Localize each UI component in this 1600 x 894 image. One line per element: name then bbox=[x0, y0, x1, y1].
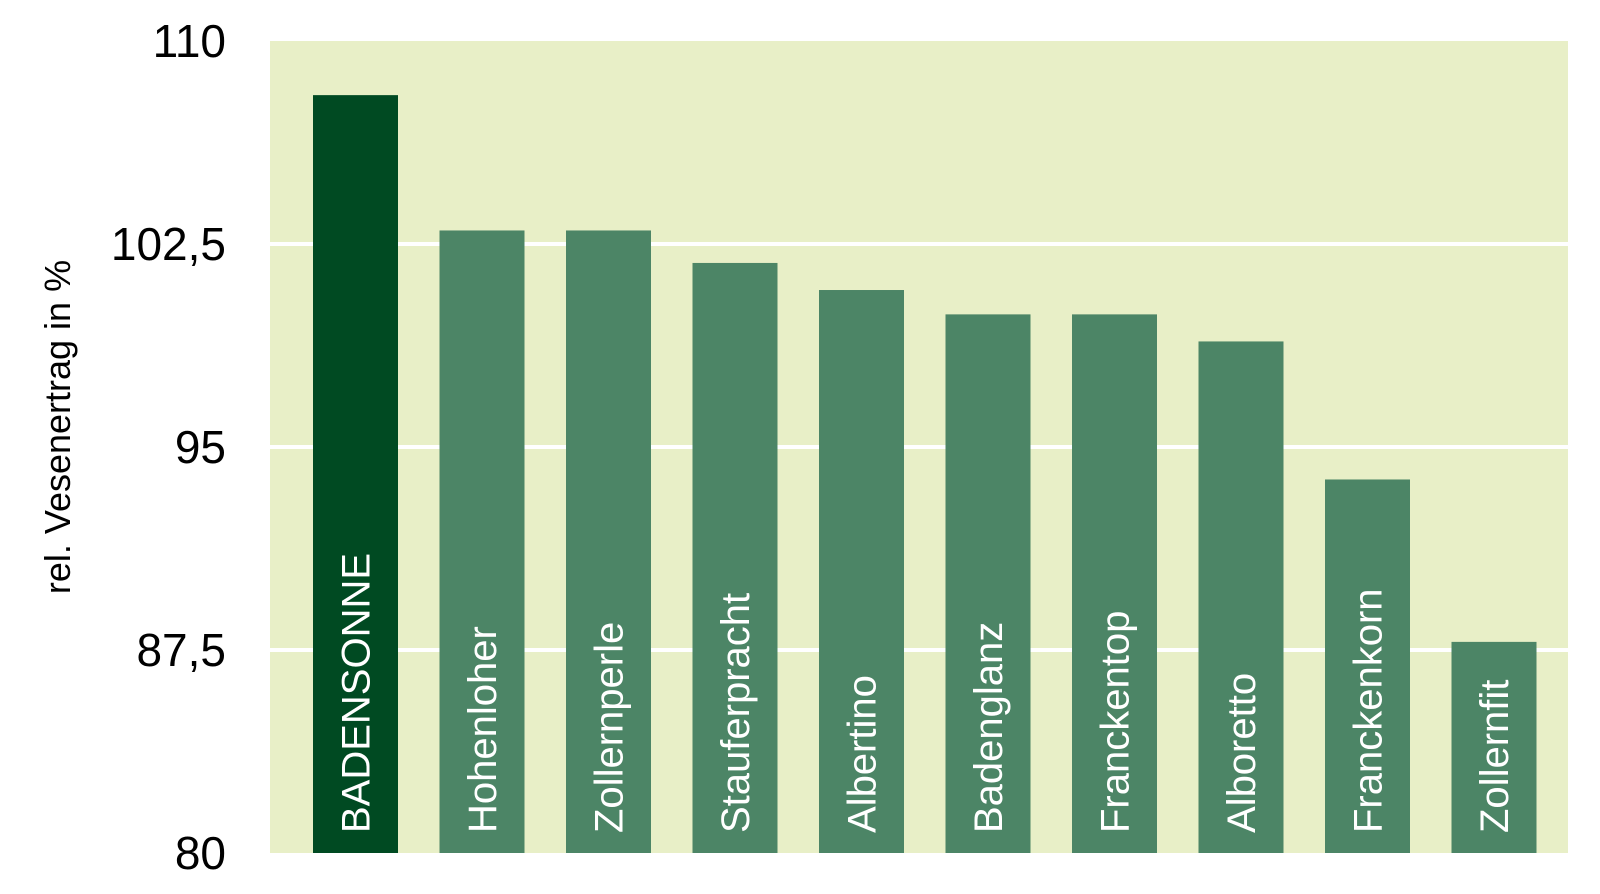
bar-label: BADENSONNE bbox=[335, 553, 379, 833]
bar bbox=[1072, 314, 1157, 854]
bar-label: Badenglanz bbox=[967, 622, 1011, 833]
bar-label: Zollernfit bbox=[1473, 680, 1517, 833]
bar bbox=[1198, 341, 1284, 853]
bar bbox=[1325, 479, 1410, 853]
bar bbox=[439, 230, 525, 853]
bars: BADENSONNE Hohenloher Zollernperle Stauferp… bbox=[313, 95, 1537, 854]
y-tick-label: 102,5 bbox=[111, 218, 226, 270]
bar bbox=[819, 290, 904, 854]
bar-label: Stauferpracht bbox=[714, 593, 758, 833]
bar-label: Zollernperle bbox=[588, 622, 632, 833]
bar bbox=[692, 262, 778, 853]
bar-label: Hohenloher bbox=[461, 626, 505, 833]
y-tick-label: 87,5 bbox=[136, 624, 226, 676]
y-axis-label: rel. Vesenertrag in % bbox=[37, 260, 78, 594]
bar bbox=[1451, 641, 1537, 853]
bar-label: Franckenkorn bbox=[1347, 588, 1391, 833]
bar bbox=[313, 95, 398, 854]
y-tick-label: 80 bbox=[175, 827, 226, 879]
y-axis-ticks: 80 87,5 95 102,5 110 bbox=[111, 15, 226, 879]
bar bbox=[945, 314, 1031, 854]
y-tick-label: 110 bbox=[153, 15, 226, 67]
bar-label: Alboretto bbox=[1220, 673, 1264, 833]
y-tick-label: 95 bbox=[175, 421, 226, 473]
bar-label: Albertino bbox=[841, 675, 885, 833]
bar-label: Franckentop bbox=[1094, 611, 1138, 833]
bar bbox=[566, 230, 651, 853]
